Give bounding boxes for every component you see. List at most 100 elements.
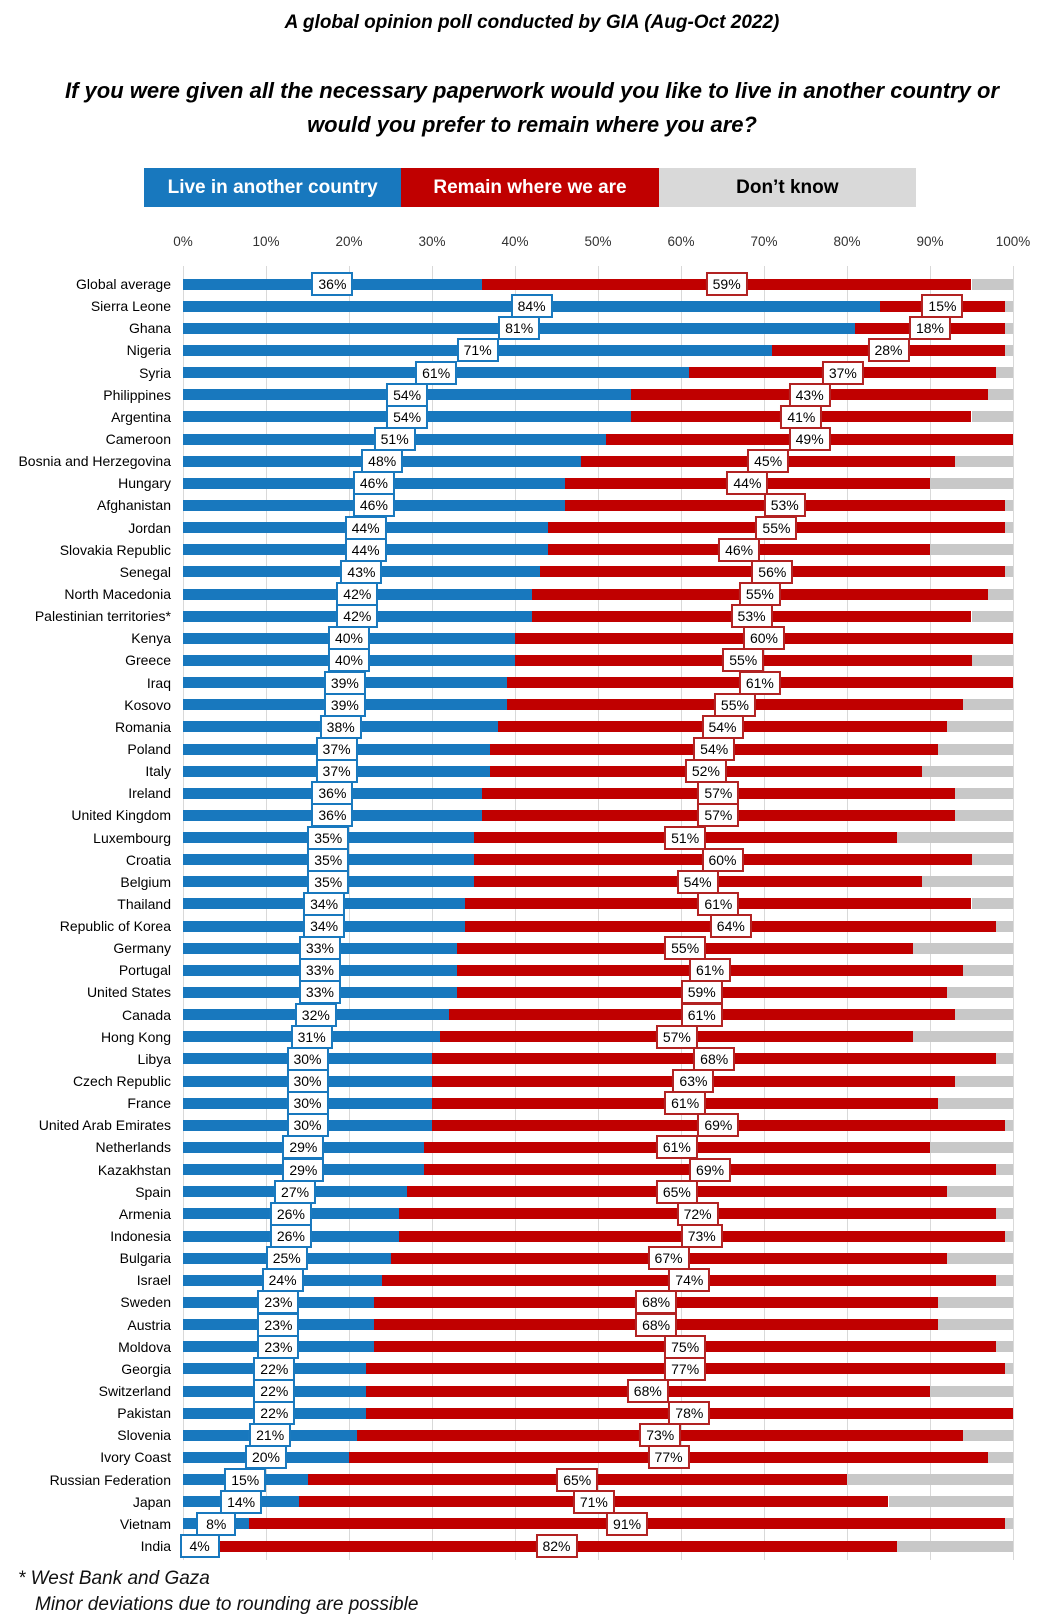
- value-label-live: 54%: [386, 404, 429, 429]
- country-label: Kosovo: [124, 696, 171, 713]
- bar-row: Ivory Coast 20% 77%: [0, 1445, 1064, 1470]
- bar-row: Ireland 36% 57%: [0, 781, 1064, 806]
- bar-row: Czech Republic 30% 63%: [0, 1069, 1064, 1094]
- bar-row: Russian Federation 15% 65%: [0, 1467, 1064, 1492]
- bar-row: Slovenia 21% 73%: [0, 1423, 1064, 1448]
- value-label-live: 30%: [286, 1113, 329, 1138]
- country-label: Nigeria: [126, 342, 171, 359]
- gridline: [515, 266, 516, 1560]
- value-label-live: 15%: [224, 1467, 267, 1492]
- value-label-live: 25%: [265, 1246, 308, 1271]
- value-label-remain: 57%: [697, 781, 740, 806]
- segment-dont-know: [1004, 322, 1013, 334]
- country-label: Germany: [113, 940, 171, 957]
- value-label-remain: 49%: [788, 426, 831, 451]
- footnote: * West Bank and Gaza Minor deviations du…: [18, 1566, 418, 1618]
- value-label-remain: 60%: [701, 847, 744, 872]
- segment-dont-know: [963, 1429, 1013, 1441]
- value-label-remain: 55%: [664, 936, 707, 961]
- bar-row: Iraq 39% 61%: [0, 670, 1064, 695]
- segment-dont-know: [946, 1252, 1013, 1264]
- segment-dont-know: [946, 1186, 1013, 1198]
- value-label-live: 35%: [307, 847, 350, 872]
- legend-label: Don’t know: [736, 176, 839, 198]
- country-label: Ivory Coast: [100, 1449, 171, 1466]
- country-label: France: [127, 1095, 171, 1112]
- legend-label: Live in another country: [167, 176, 378, 198]
- bar-row: Croatia 35% 60%: [0, 847, 1064, 872]
- segment-dont-know: [963, 964, 1013, 976]
- segment-dont-know: [971, 654, 1013, 666]
- value-label-remain: 15%: [921, 294, 964, 319]
- value-label-live: 26%: [269, 1201, 312, 1226]
- segment-dont-know: [954, 455, 1013, 467]
- gridline: [681, 266, 682, 1560]
- value-label-remain: 68%: [635, 1290, 678, 1315]
- segment-dont-know: [946, 987, 1013, 999]
- country-label: Iraq: [146, 674, 171, 691]
- country-label: Cameroon: [105, 430, 171, 447]
- bar-row: Portugal 33% 61%: [0, 958, 1064, 983]
- country-label: Romania: [114, 718, 171, 735]
- value-label-live: 30%: [286, 1069, 329, 1094]
- segment-dont-know: [971, 278, 1013, 290]
- value-label-remain: 75%: [664, 1334, 707, 1359]
- bar-row: Poland 37% 54%: [0, 736, 1064, 761]
- value-label-live: 35%: [307, 869, 350, 894]
- value-label-live: 36%: [311, 272, 354, 296]
- bar-row: Kenya 40% 60%: [0, 626, 1064, 651]
- bar-row: North Macedonia 42% 55%: [0, 581, 1064, 606]
- value-label-remain: 51%: [664, 825, 707, 850]
- country-label: Hungary: [118, 475, 171, 492]
- value-label-live: 39%: [323, 670, 366, 695]
- chart-title: A global opinion poll conducted by GIA (…: [284, 12, 780, 33]
- value-label-remain: 54%: [676, 869, 719, 894]
- value-label-live: 46%: [352, 493, 395, 518]
- legend-item: Remain where we are: [401, 168, 659, 207]
- gridline: [598, 266, 599, 1560]
- segment-dont-know: [930, 1385, 1013, 1397]
- value-label-live: 22%: [253, 1379, 296, 1403]
- value-label-remain: 54%: [701, 714, 744, 739]
- country-label: Kazakhstan: [97, 1161, 171, 1178]
- bar-row: Moldova 23% 75%: [0, 1334, 1064, 1359]
- value-label-live: 44%: [344, 537, 387, 562]
- bar-row: Afghanistan 46% 53%: [0, 493, 1064, 518]
- segment-dont-know: [847, 1474, 1013, 1486]
- value-label-remain: 68%: [626, 1379, 669, 1403]
- segment-dont-know: [1004, 1363, 1013, 1375]
- country-label: Vietnam: [119, 1515, 171, 1532]
- segment-dont-know: [996, 1341, 1013, 1353]
- gridline: [183, 266, 184, 1560]
- value-label-live: 14%: [220, 1489, 263, 1514]
- value-label-remain: 54%: [693, 736, 736, 761]
- value-label-remain: 72%: [676, 1201, 719, 1226]
- country-label: Sweden: [120, 1294, 171, 1311]
- value-label-live: 37%: [315, 759, 358, 784]
- value-label-live: 26%: [269, 1224, 312, 1249]
- value-label-live: 29%: [282, 1135, 325, 1160]
- segment-dont-know: [1004, 499, 1013, 511]
- country-label: Italy: [145, 763, 171, 780]
- value-label-remain: 43%: [788, 382, 831, 407]
- country-label: Argentina: [111, 408, 171, 425]
- value-label-remain: 61%: [689, 958, 732, 983]
- value-label-remain: 45%: [747, 449, 790, 474]
- country-label: Luxembourg: [93, 829, 171, 846]
- gridline: [764, 266, 765, 1560]
- country-label: Canada: [121, 1006, 171, 1023]
- value-label-remain: 55%: [755, 515, 798, 540]
- value-label-remain: 61%: [655, 1135, 698, 1160]
- value-label-live: 33%: [298, 958, 341, 983]
- segment-dont-know: [888, 1496, 1013, 1508]
- segment-dont-know: [996, 920, 1013, 932]
- bar-row: India 4% 82%: [0, 1533, 1064, 1558]
- segment-dont-know: [1004, 1518, 1013, 1530]
- country-label: Israel: [136, 1272, 171, 1289]
- bar-row: Italy 37% 52%: [0, 759, 1064, 784]
- country-label: Russian Federation: [49, 1471, 171, 1488]
- country-label: Greece: [125, 652, 171, 669]
- value-label-remain: 61%: [680, 1002, 723, 1027]
- bar-row: Spain 27% 65%: [0, 1179, 1064, 1204]
